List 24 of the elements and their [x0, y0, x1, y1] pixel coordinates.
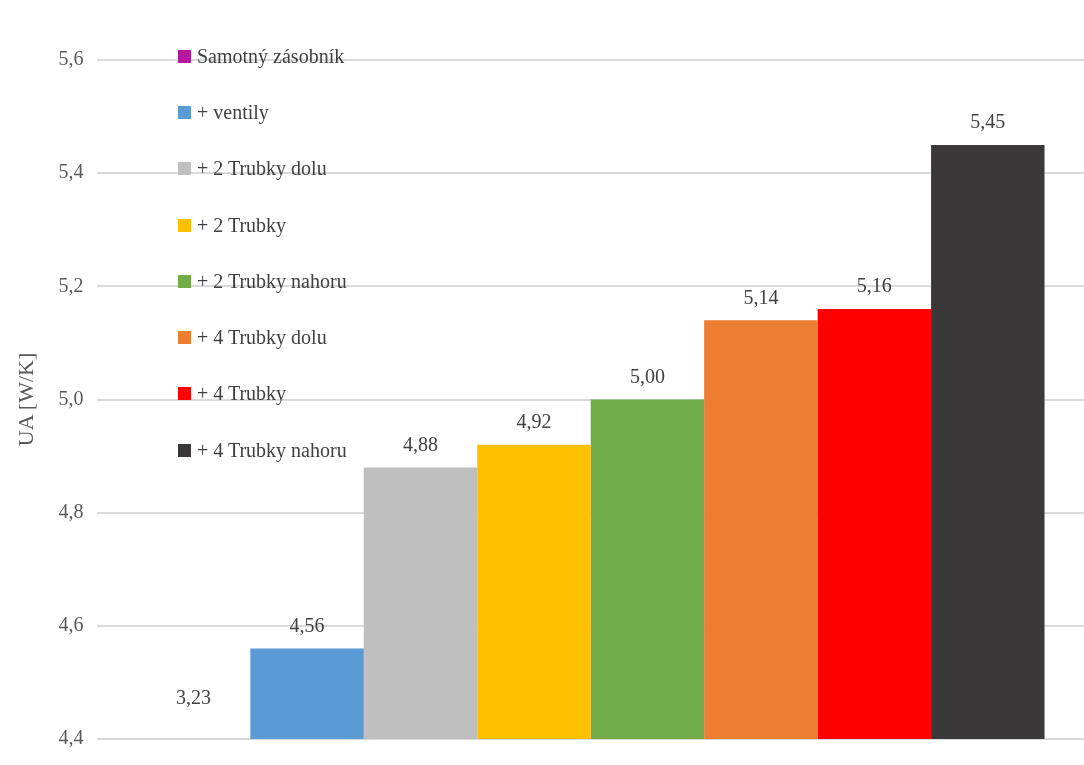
y-tick-label: 5,0 [58, 386, 84, 409]
data-label: 5,16 [856, 274, 892, 297]
y-tick-label: 5,6 [58, 47, 84, 70]
y-axis-title: UA [W/K] [12, 352, 38, 447]
data-label: 5,45 [970, 110, 1006, 133]
y-tick-label: 4,6 [58, 613, 84, 636]
legend-label: + ventily [197, 100, 269, 124]
legend-label: + 4 Trubky [197, 382, 287, 406]
data-label: 4,88 [403, 432, 439, 455]
y-tick-label: 5,4 [58, 160, 84, 183]
y-tick-label: 5,2 [58, 273, 84, 296]
legend-label: + 2 Trubky [197, 213, 287, 237]
data-label: 4,56 [289, 613, 325, 636]
legend-label: + 2 Trubky nahoru [197, 269, 347, 293]
legend-label: + 4 Trubky dolu [197, 326, 327, 350]
legend-label: + 2 Trubky dolu [197, 157, 327, 181]
data-label: 5,14 [743, 285, 779, 308]
legend-label: Samotný zásobník [197, 44, 345, 68]
data-label: 5,00 [629, 364, 665, 387]
y-tick-label: 4,4 [58, 726, 84, 749]
legend-label: + 4 Trubky nahoru [197, 438, 347, 462]
annotation: 3,23 [176, 686, 212, 709]
y-tick-label: 4,8 [58, 499, 84, 522]
data-label: 4,92 [516, 410, 552, 433]
